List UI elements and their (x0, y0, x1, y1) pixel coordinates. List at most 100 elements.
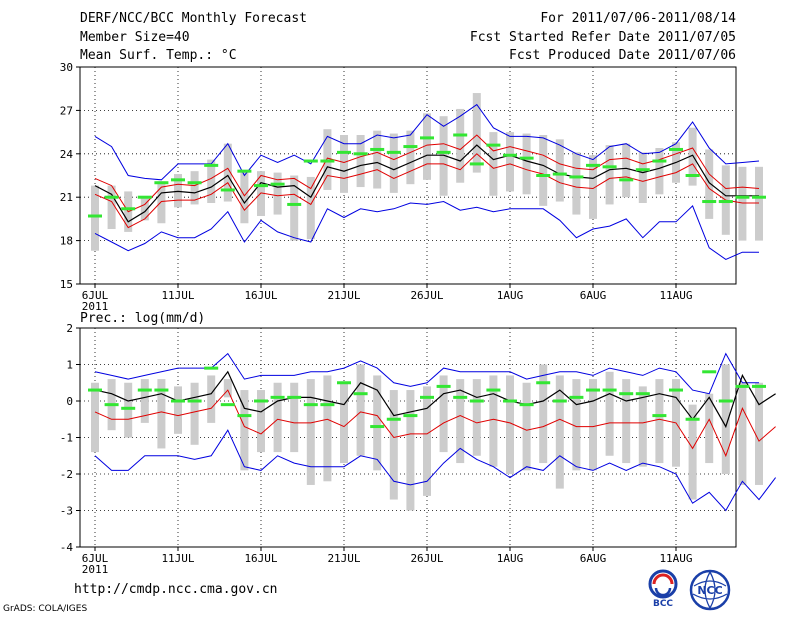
precip-ensemble-box (91, 382, 99, 453)
temp-ensemble-box (738, 166, 747, 241)
temp-ensemble-box (472, 93, 481, 173)
precip-observed-mark (370, 425, 385, 429)
precip-x-tick-sublabel: 2011 (82, 563, 109, 576)
chart-title: DERF/NCC/BCC Monthly Forecast (80, 11, 307, 26)
precip-ensemble-box (489, 375, 498, 467)
temp-ensemble-box (223, 143, 232, 202)
precip-observed-mark (685, 417, 700, 421)
temp-ensemble-box (174, 174, 182, 208)
precip-x-tick-label: 6AUG (580, 552, 607, 565)
temp-observed-mark (420, 136, 434, 140)
precip-observed-mark (154, 388, 169, 392)
temp-observed-mark (254, 184, 268, 188)
variable-label: Mean Surf. Temp.: °C (80, 48, 237, 63)
precip-x-tick-label: 26JUL (410, 552, 443, 565)
precip-ensemble-box (572, 379, 581, 471)
temp-observed-mark (569, 175, 584, 179)
precip-mean-line (94, 370, 776, 429)
temp-observed-mark (104, 195, 119, 199)
precip-x-tick-label: 6JUL (82, 552, 109, 565)
temp-observed-mark (270, 182, 285, 186)
precip-ensemble-box (721, 364, 730, 474)
temp-y-tick-label: 15 (60, 278, 73, 291)
temp-observed-mark (735, 195, 750, 199)
temp-x-tick-label: 26JUL (410, 289, 443, 302)
precip-ensemble-box (340, 382, 348, 464)
temp-observed-mark (702, 200, 717, 204)
temp-observed-mark (586, 163, 600, 167)
temp-y-tick-label: 21 (60, 191, 73, 204)
precip-lines (94, 352, 776, 512)
precip-y-ticks: -4 -3 -2 -1 0 1 2 (60, 322, 80, 554)
temp-x-tick-label: 16JUL (244, 289, 277, 302)
precip-ensemble-box (174, 386, 182, 434)
precip-ensemble-box (273, 382, 282, 453)
temp-observed-mark (187, 181, 202, 185)
temp-ensemble-box (91, 185, 99, 251)
precip-boxes (91, 364, 763, 511)
temp-observed-mark (635, 168, 650, 172)
temp-ensemble-box (290, 175, 299, 241)
temp-observed-mark (370, 147, 385, 151)
temperature-y-ticks: 15 18 21 24 27 30 (60, 61, 80, 291)
precip-observed-mark (353, 392, 368, 396)
temp-ensemble-box (555, 139, 564, 202)
precip-min-line (94, 429, 776, 512)
precip-observed-mark (187, 399, 202, 403)
precip-ensemble-box (223, 379, 232, 398)
precip-x-tick-label: 21JUL (327, 552, 360, 565)
precip-ensemble-box (622, 379, 631, 464)
temp-ensemble-box (423, 113, 431, 180)
temp-x-tick-label: 6JUL (82, 289, 109, 302)
temp-observed-mark (469, 162, 484, 166)
precip-ensemble-box (190, 382, 199, 445)
precip-observed-mark (619, 392, 634, 396)
precip-observed-mark (752, 384, 766, 388)
precip-observed-mark (137, 388, 152, 392)
temp-ensemble-box (356, 134, 365, 188)
precip-x-tick-label: 16JUL (244, 552, 277, 565)
precip-observed-mark (536, 381, 551, 385)
precip-observed-mark (104, 403, 119, 407)
precip-ensemble-box (257, 390, 265, 453)
precip-ensemble-box (522, 382, 531, 471)
precip-y-tick-label: 1 (66, 359, 73, 372)
temp-ensemble-box (506, 132, 514, 192)
precip-ensemble-box (605, 371, 614, 456)
precip-y-tick-label: 2 (66, 322, 73, 335)
temp-observed-mark (552, 172, 567, 176)
precip-ensemble-box (356, 364, 365, 456)
ncc-logo: NCC (688, 568, 734, 616)
temp-observed-mark (287, 202, 302, 206)
temp-observed-mark (303, 159, 318, 163)
precip-observed-mark (718, 399, 733, 403)
temp-ensemble-box (439, 116, 448, 196)
precip-observed-mark (552, 399, 567, 403)
source-url[interactable]: http://cmdp.ncc.cma.gov.cn (74, 582, 278, 597)
precip-observed-mark (386, 417, 401, 421)
precip-observed-mark (287, 395, 302, 399)
forecast-period: For 2011/07/06-2011/08/14 (540, 11, 736, 26)
temp-x-tick-label: 11JUL (161, 289, 194, 302)
precip-ensemble-box (472, 379, 481, 456)
temp-observed-mark (669, 147, 683, 151)
temp-lower-line (94, 153, 759, 229)
temp-ensemble-box (456, 108, 465, 183)
temp-observed-mark (619, 178, 634, 182)
temp-observed-mark (486, 143, 501, 147)
temp-ensemble-box (638, 152, 647, 203)
precip-observed-mark (635, 392, 650, 396)
temp-observed-mark (171, 178, 185, 182)
precip-observed-mark (337, 381, 351, 385)
precip-observed-mark (586, 388, 600, 392)
precip-observed-mark (453, 395, 468, 399)
temp-ensemble-box (655, 148, 664, 195)
temp-ensemble-box (572, 152, 581, 215)
temp-ensemble-box (522, 133, 531, 195)
temp-observed-mark (685, 174, 700, 177)
precip-observed-mark (735, 384, 750, 388)
precip-y-tick-label: 0 (66, 395, 73, 408)
temp-observed-mark (436, 150, 451, 154)
